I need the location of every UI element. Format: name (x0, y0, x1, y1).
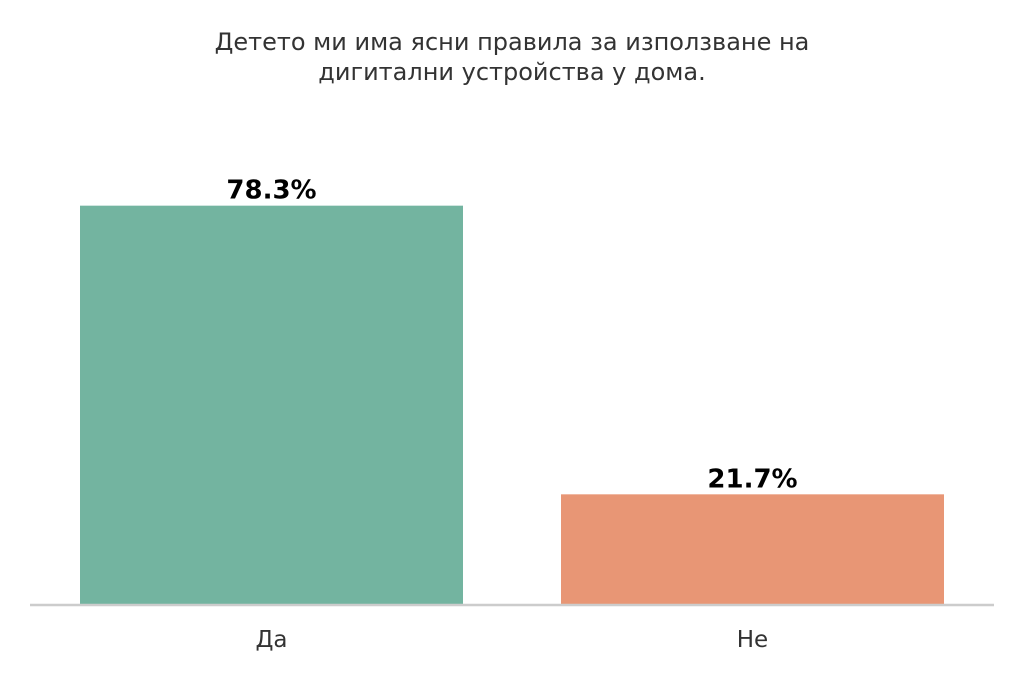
x-tick-label-2: Не (737, 627, 768, 653)
bar-1 (80, 205, 463, 606)
value-label-2: 21.7% (707, 464, 797, 494)
chart-title-line-2: дигитални устройства у дома. (318, 58, 705, 86)
bars-layer: 78.3% Да 21.7% Не (80, 176, 944, 653)
chart-title-line-1: Детето ми има ясни правила за използване… (215, 28, 810, 56)
value-label-1: 78.3% (226, 176, 316, 206)
bar-2 (561, 494, 944, 605)
x-tick-label-1: Да (255, 627, 287, 653)
